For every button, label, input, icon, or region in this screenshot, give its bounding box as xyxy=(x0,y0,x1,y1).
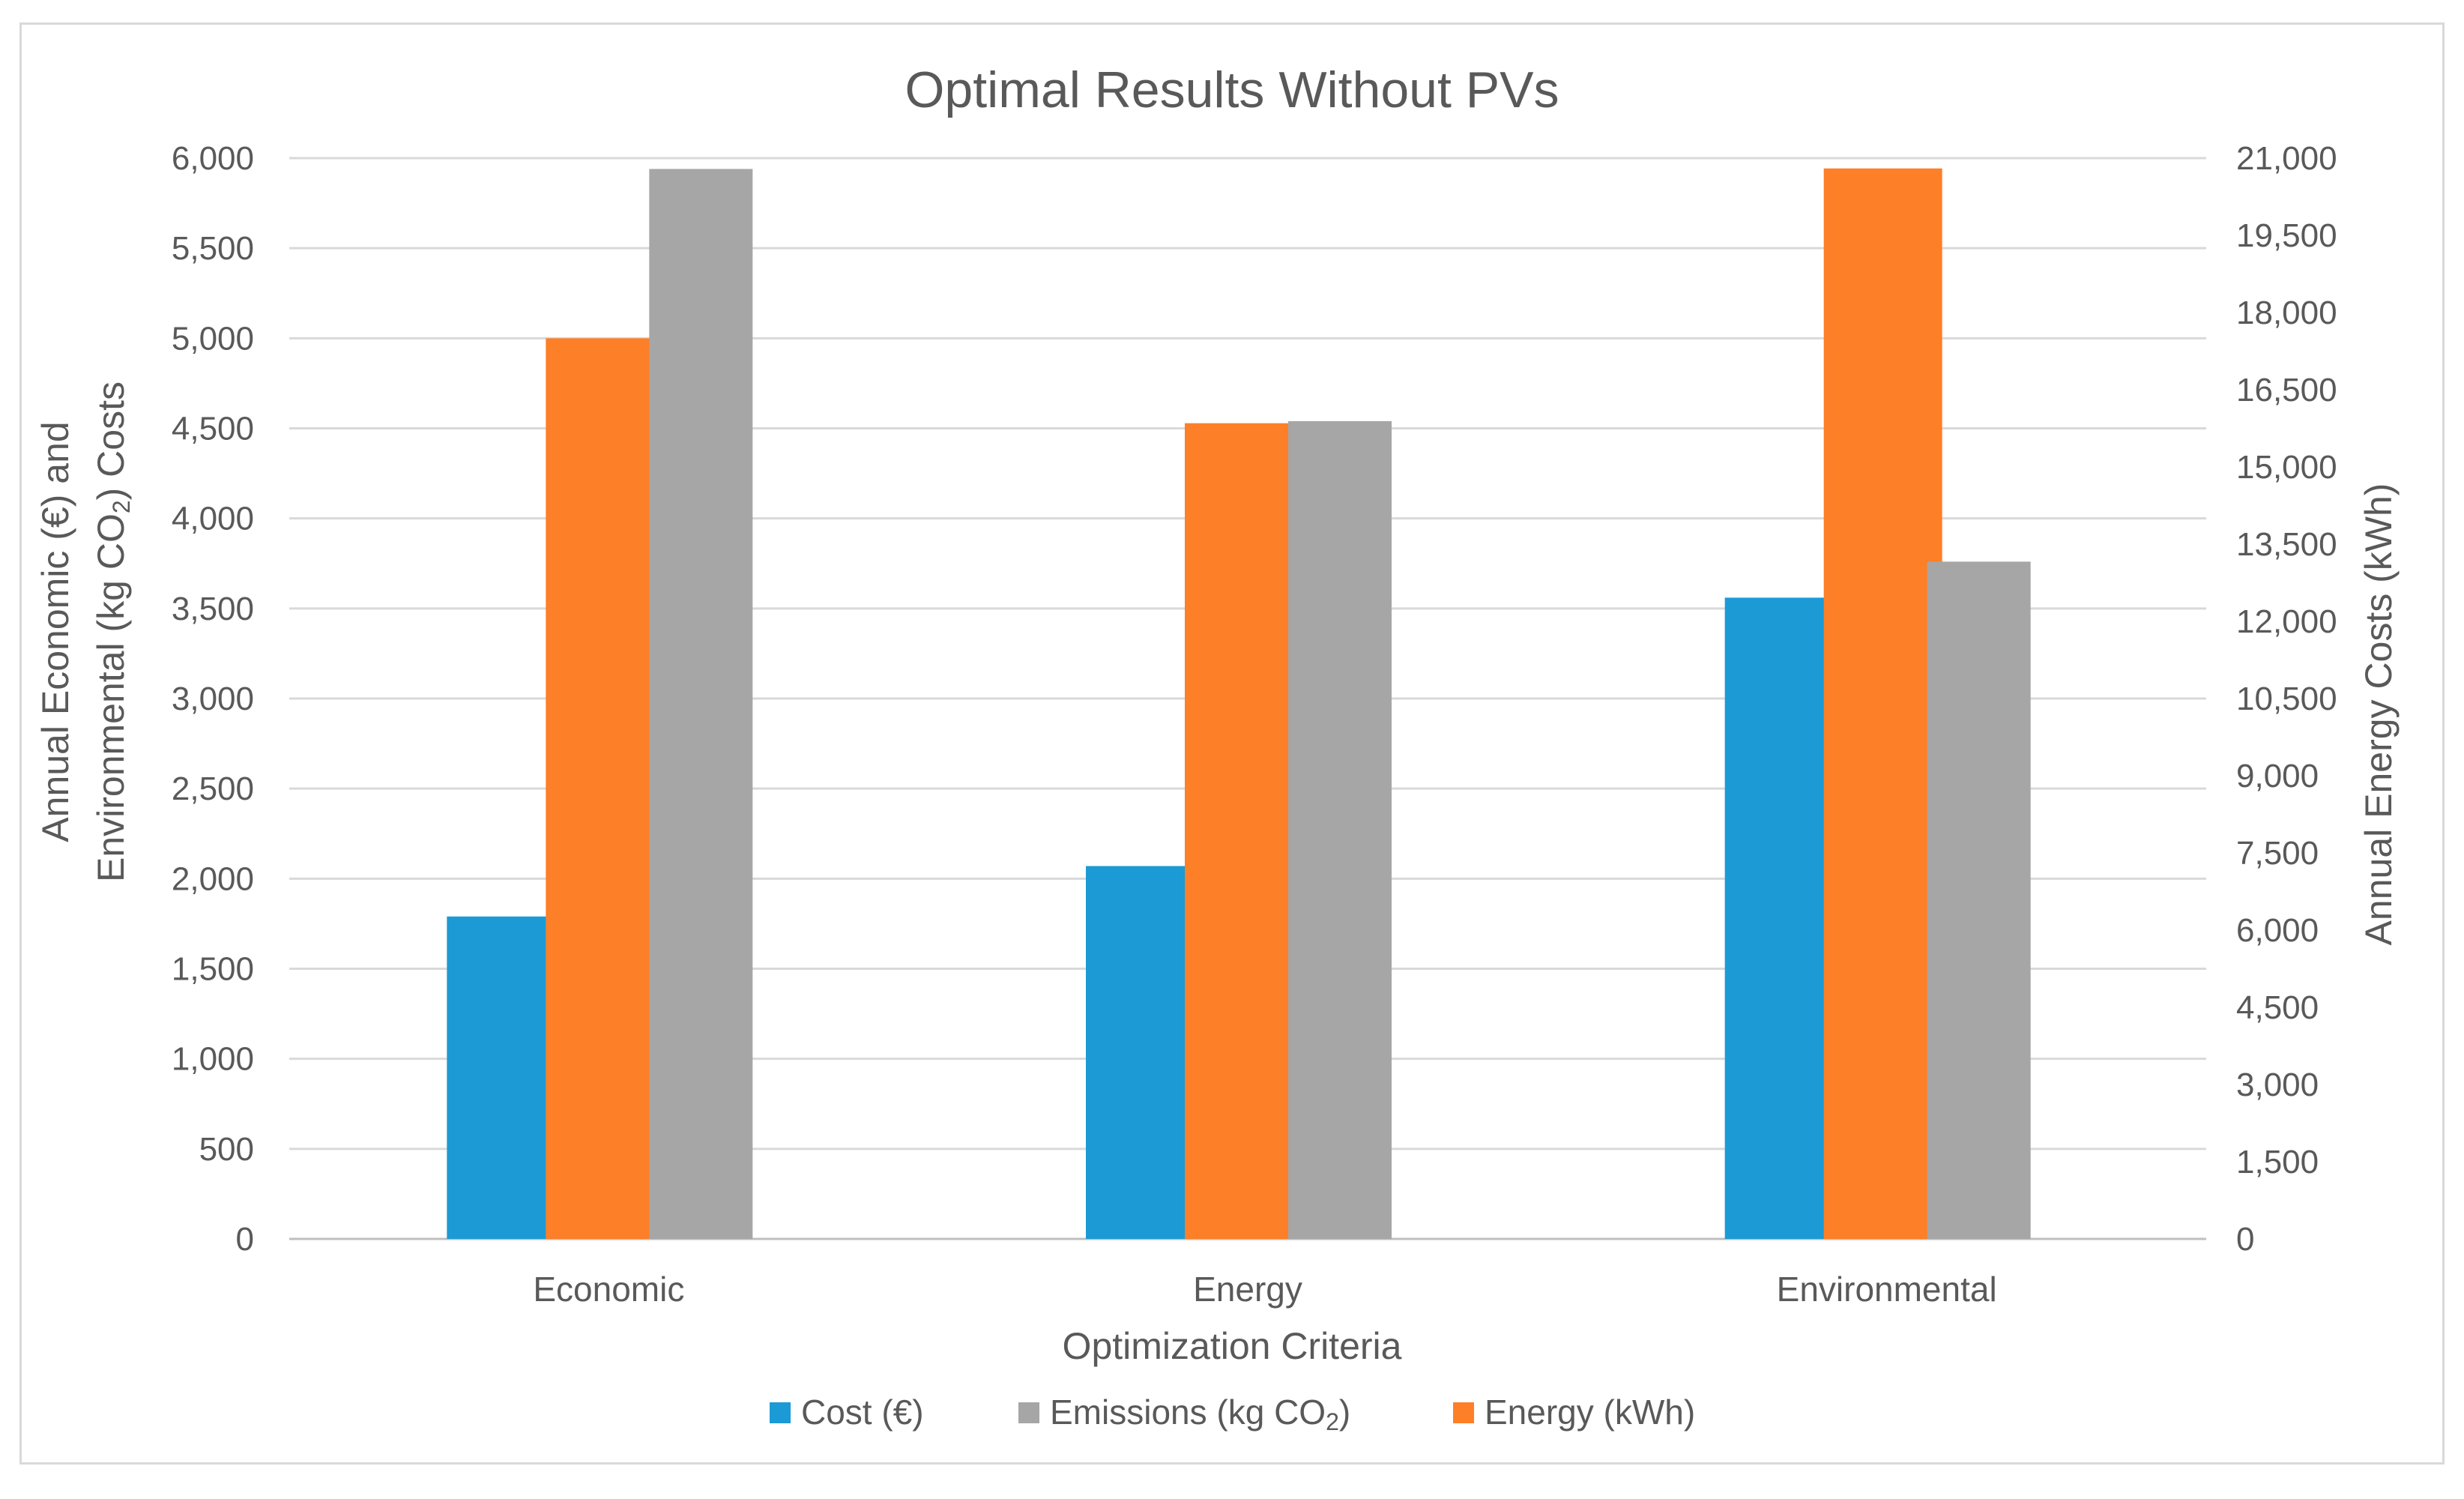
right-tick-label: 6,000 xyxy=(2236,912,2319,949)
right-tick-label: 18,000 xyxy=(2236,295,2337,331)
right-axis-ticks: 0 1,500 3,000 4,500 6,000 7,500 9,000 10,500 12,… xyxy=(2236,140,2337,1258)
bar-emissions-environmental xyxy=(1927,561,2031,1239)
right-tick-label: 1,500 xyxy=(2236,1144,2319,1180)
left-tick-label: 3,000 xyxy=(172,681,254,717)
left-tick-label: 5,000 xyxy=(172,320,254,357)
legend-swatch-cost xyxy=(770,1402,791,1423)
left-tick-label: 4,000 xyxy=(172,501,254,537)
left-axis-title-line1: Annual Economic (€) and xyxy=(34,421,76,842)
left-tick-label: 0 xyxy=(236,1221,254,1258)
right-tick-label: 19,500 xyxy=(2236,217,2337,254)
legend-label-emissions-prefix: Emissions (kg CO xyxy=(1050,1393,1326,1432)
bar-emissions-economic xyxy=(649,169,753,1239)
right-tick-label: 10,500 xyxy=(2236,681,2337,717)
right-tick-label: 0 xyxy=(2236,1221,2254,1258)
bar-energy-environmental xyxy=(1823,168,1942,1239)
chart-title: Optimal Results Without PVs xyxy=(905,61,1559,118)
legend-swatch-emissions xyxy=(1018,1402,1039,1423)
bar-energy-energy xyxy=(1185,423,1303,1240)
left-axis-title-line2: Environmental (kg CO2) Costs xyxy=(90,381,135,882)
left-tick-label: 4,500 xyxy=(172,411,254,447)
category-label: Economic xyxy=(533,1270,684,1309)
right-tick-label: 13,500 xyxy=(2236,526,2337,563)
left-tick-label: 3,500 xyxy=(172,591,254,627)
left-tick-label: 1,500 xyxy=(172,951,254,988)
category-label: Energy xyxy=(1193,1270,1302,1309)
right-tick-label: 7,500 xyxy=(2236,835,2319,872)
category-labels: Economic Energy Environmental xyxy=(533,1270,1996,1309)
legend-label-emissions: Emissions (kg CO2) xyxy=(1050,1393,1350,1435)
right-tick-label: 16,500 xyxy=(2236,372,2337,408)
left-tick-label: 6,000 xyxy=(172,140,254,177)
left-tick-label: 500 xyxy=(199,1131,254,1168)
category-label: Environmental xyxy=(1777,1270,1997,1309)
legend: Cost (€) Emissions (kg CO2) Energy (kWh) xyxy=(770,1393,1695,1435)
bar-energy-economic xyxy=(546,338,665,1239)
bar-cost-environmental xyxy=(1724,597,1829,1239)
right-tick-label: 4,500 xyxy=(2236,989,2319,1026)
right-tick-label: 12,000 xyxy=(2236,603,2337,640)
legend-label-cost: Cost (€) xyxy=(801,1393,924,1432)
legend-label-energy: Energy (kWh) xyxy=(1485,1393,1695,1432)
left-axis-title-line2-suffix: ) Costs xyxy=(90,381,132,500)
left-axis-ticks: 0 500 1,000 1,500 2,000 2,500 3,000 3,500 4,000 4… xyxy=(172,140,254,1258)
right-tick-label: 9,000 xyxy=(2236,758,2319,794)
x-axis-title: Optimization Criteria xyxy=(1063,1325,1402,1367)
bar-cost-energy xyxy=(1086,866,1189,1239)
right-tick-label: 3,000 xyxy=(2236,1067,2319,1103)
bar-emissions-energy xyxy=(1288,420,1392,1239)
right-axis-title: Annual Energy Costs (kWh) xyxy=(2358,483,2400,946)
bar-cost-economic xyxy=(447,916,551,1239)
legend-swatch-energy xyxy=(1453,1402,1474,1423)
bars xyxy=(447,168,2031,1240)
left-tick-label: 1,000 xyxy=(172,1041,254,1078)
right-tick-label: 21,000 xyxy=(2236,140,2337,177)
chart-canvas: Optimal Results Without PVs 0 500 1,000 1,5… xyxy=(34,61,2400,1435)
legend-label-emissions-suffix: ) xyxy=(1339,1393,1350,1432)
chart-frame: Optimal Results Without PVs 0 500 1,000 1,5… xyxy=(19,22,2445,1465)
legend-label-emissions-sub: 2 xyxy=(1326,1408,1339,1435)
left-tick-label: 5,500 xyxy=(172,230,254,267)
left-axis-title-line2-sub: 2 xyxy=(108,500,135,513)
left-tick-label: 2,500 xyxy=(172,770,254,807)
right-tick-label: 15,000 xyxy=(2236,449,2337,486)
left-axis-title-line2-prefix: Environmental (kg CO xyxy=(90,513,132,882)
left-tick-label: 2,000 xyxy=(172,860,254,897)
